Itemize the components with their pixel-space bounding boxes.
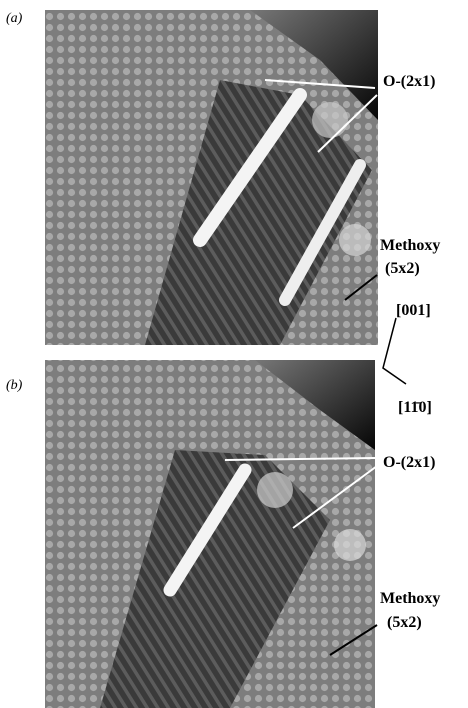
annotation: Methoxy — [380, 237, 440, 254]
stm-image-a — [45, 10, 378, 345]
annotation: O-(2x1) — [383, 73, 435, 90]
stm-image-b — [45, 360, 377, 708]
panel-label: (b) — [6, 378, 23, 393]
direction-label: [001] — [396, 302, 431, 319]
direction-label: [11̄0] — [398, 399, 432, 416]
annotation: O-(2x1) — [383, 454, 435, 471]
annotation: Methoxy — [380, 590, 440, 607]
figure: (a) O-(2x1) Methoxy (5x2) [001] [11̄0] (… — [0, 0, 468, 708]
panel-label: (a) — [6, 11, 23, 26]
annotation: (5x2) — [385, 260, 420, 277]
direction-arrows — [383, 318, 406, 384]
annotation: (5x2) — [387, 614, 422, 631]
